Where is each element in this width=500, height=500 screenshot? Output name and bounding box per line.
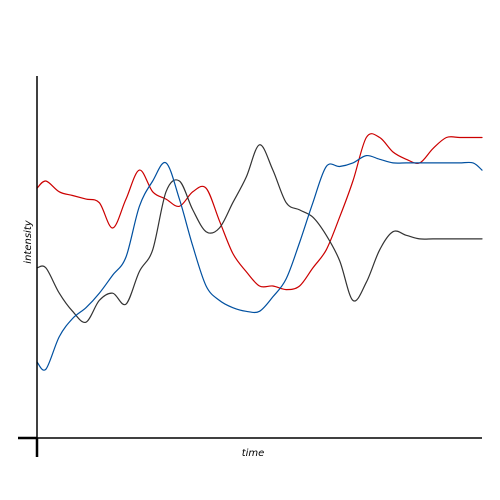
x-axis-label: time [242, 448, 265, 459]
series-group [36, 133, 483, 371]
series-line-1 [36, 133, 483, 291]
series-line-2 [36, 144, 483, 324]
series-line-3 [36, 154, 483, 371]
y-axis-label: intensity [23, 219, 34, 263]
